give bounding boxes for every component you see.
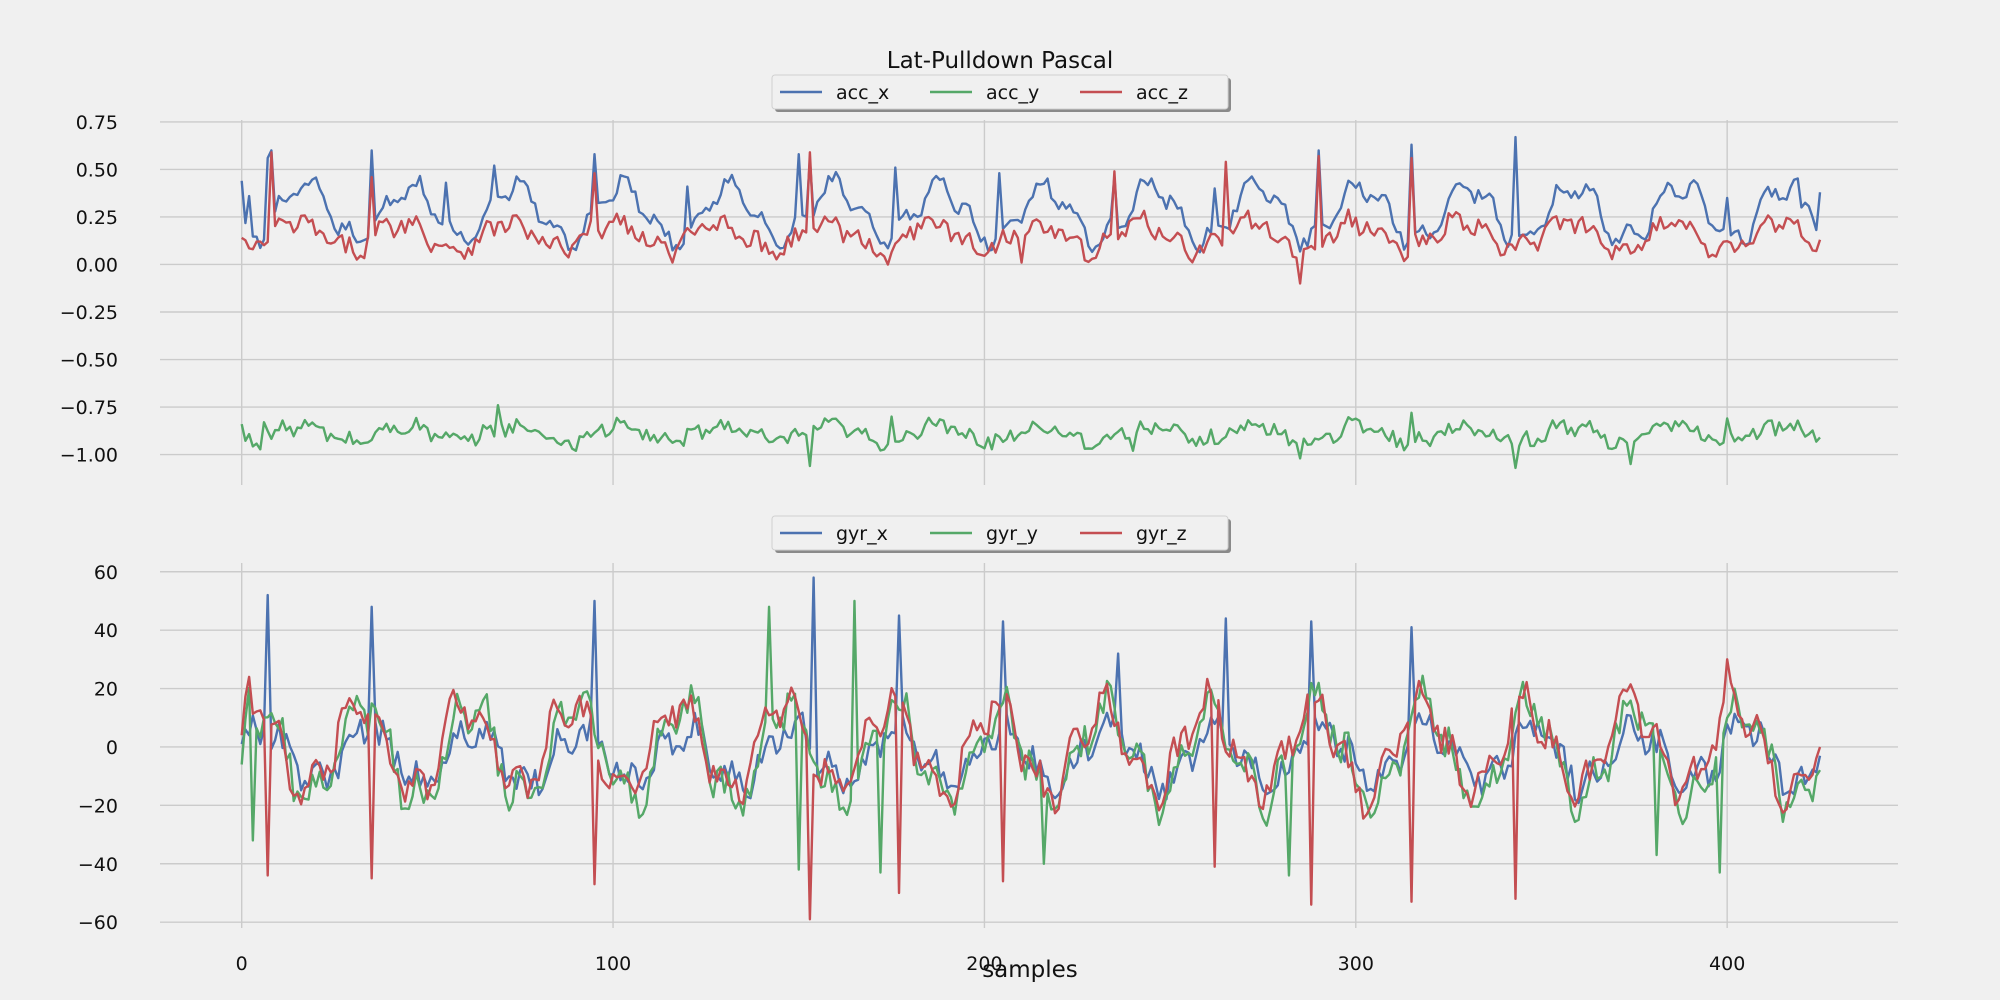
x-tick-label: 100 [595, 953, 631, 975]
legend-box [771, 74, 1229, 110]
y-tick-label: −0.25 [60, 302, 118, 324]
y-tick-label: 0.75 [76, 112, 118, 134]
y-tick-label: 0.25 [76, 207, 118, 229]
gyroscope-x-ticks: 0 100 200 300 400 [236, 953, 1746, 975]
y-tick-label: 0.00 [76, 254, 118, 276]
accelerometer-panel: −1.00 −0.75 −0.50 −0.25 0.00 0.25 0.50 0.75 Lat… [60, 48, 1898, 485]
legend-label: gyr_z [1136, 523, 1187, 545]
x-tick-label: 300 [1338, 953, 1374, 975]
gyroscope-y-ticks: −60 −40 −20 0 20 40 60 [78, 562, 118, 934]
x-axis-label: samples [982, 957, 1078, 983]
x-tick-label: 200 [966, 953, 1002, 975]
series-line-acc-y [240, 403, 1821, 470]
legend-label: acc_y [986, 82, 1039, 104]
y-tick-label: −20 [78, 795, 118, 817]
legend-label: acc_x [836, 82, 889, 104]
accelerometer-series [240, 135, 1822, 470]
x-tick-label: 400 [1709, 953, 1745, 975]
y-tick-label: −40 [78, 854, 118, 876]
accelerometer-legend: acc_x acc_y acc_z [771, 74, 1231, 112]
y-tick-label: −60 [78, 912, 118, 934]
y-tick-label: −0.50 [60, 350, 118, 372]
accelerometer-y-ticks: −1.00 −0.75 −0.50 −0.25 0.00 0.25 0.50 0.75 [60, 112, 118, 467]
y-tick-label: −1.00 [60, 445, 118, 467]
y-tick-label: 0.50 [76, 159, 118, 181]
legend-box [771, 515, 1229, 551]
gyroscope-series [240, 576, 1822, 921]
series-line-gyr-z [240, 658, 1822, 921]
legend-label: gyr_y [986, 523, 1038, 545]
series-line-acc-x [240, 135, 1822, 254]
x-tick-label: 0 [236, 953, 248, 975]
y-tick-label: 60 [94, 562, 118, 584]
chart-title: Lat-Pulldown Pascal [887, 48, 1113, 74]
legend-label: gyr_x [836, 523, 888, 545]
y-tick-label: 20 [94, 679, 118, 701]
y-tick-label: −0.75 [60, 397, 118, 419]
y-tick-label: 40 [94, 620, 118, 642]
y-tick-label: 0 [106, 737, 118, 759]
gyroscope-legend: gyr_x gyr_y gyr_z [771, 515, 1231, 553]
series-line-acc-z [241, 151, 1822, 285]
legend-label: acc_z [1136, 82, 1188, 104]
